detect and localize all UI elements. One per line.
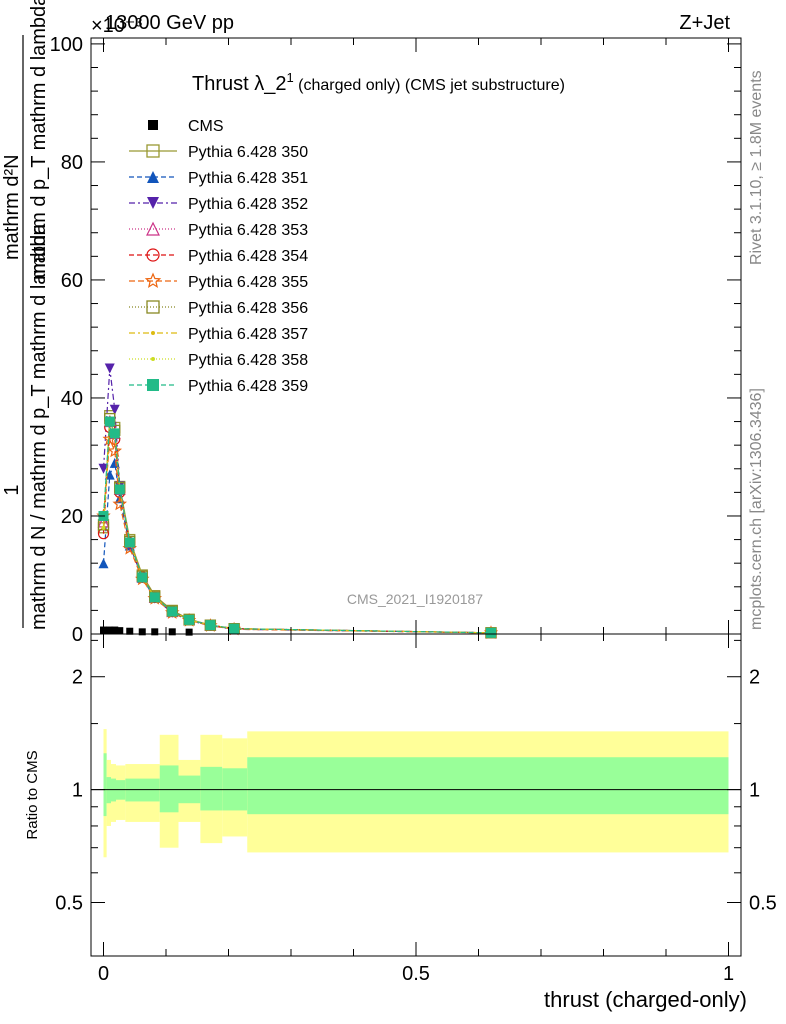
series-point-2-0	[98, 558, 109, 569]
series-line-2	[102, 460, 492, 634]
ylabel-numerator: 1	[1, 484, 23, 495]
legend-marker-2	[147, 171, 159, 183]
xtick-label-0: 0	[98, 963, 109, 985]
cms-point-6	[151, 628, 159, 636]
ratio-ytick-label-left-0: 0.5	[55, 892, 83, 914]
ratio-band-inner-5	[159, 765, 179, 813]
cms-point-7	[168, 628, 176, 636]
legend-marker-4	[146, 221, 160, 236]
main-ytick-label-1: 20	[61, 506, 83, 528]
ylabel-top-line1: mathrm d²N	[1, 154, 23, 260]
legend-label-0: CMS	[188, 118, 224, 135]
cms-point-3	[116, 627, 124, 635]
ratio-band-inner-1	[106, 777, 111, 804]
series-point-10-7	[167, 606, 178, 617]
cms-point-5	[138, 628, 146, 636]
main-ytick-label-0: 0	[72, 624, 83, 646]
cms-point-4	[126, 627, 134, 635]
series-point-10-1	[104, 416, 115, 427]
legend-label-10: Pythia 6.428 359	[188, 378, 308, 395]
legend-marker-0	[148, 120, 158, 130]
legend-marker-5	[146, 248, 160, 262]
main-ytick-label-3: 60	[61, 270, 83, 292]
series-point-6-2	[107, 443, 123, 458]
main-ytick-label-4: 80	[61, 152, 83, 174]
ylabel-denominator: mathrm d N / mathrm d p_T mathrm d lambd…	[28, 223, 50, 630]
legend-label-5: Pythia 6.428 354	[188, 248, 308, 265]
cms-point-1	[106, 626, 114, 634]
plot-title-suffix: (charged only) (CMS jet substructure)	[294, 77, 565, 94]
main-ytick-label-2: 40	[61, 388, 83, 410]
series-point-10-4	[124, 537, 135, 548]
watermark: CMS_2021_I1920187	[347, 591, 483, 607]
series-point-9-0	[101, 525, 106, 530]
main-ytick-label-5: 100	[50, 34, 83, 56]
ratio-band-inner-9	[247, 757, 729, 815]
series-point-10-11	[486, 627, 496, 638]
ratio-band-inner-7	[200, 766, 223, 811]
ratio-ylabel: Ratio to CMS	[24, 750, 41, 839]
ratio-ytick-label-right-1: 1	[749, 780, 760, 802]
series-point-10-10	[229, 623, 240, 634]
cms-point-2	[111, 626, 119, 634]
cms-point-8	[185, 628, 193, 636]
legend-marker-10	[147, 379, 159, 391]
legend: CMS Pythia 6.428 350 Pythia 6.428 351 Pythi…	[129, 118, 308, 395]
series-point-3-2	[109, 404, 120, 415]
legend-label-7: Pythia 6.428 356	[188, 300, 308, 317]
legend-marker-9	[151, 357, 155, 361]
mcplots-label: mcplots.cern.ch [arXiv:1306.3436]	[748, 388, 765, 630]
ratio-ytick-label-left-2: 2	[72, 667, 83, 689]
ratio-ytick-label-left-1: 1	[72, 780, 83, 802]
series-point-10-9	[205, 620, 216, 631]
series-point-10-2	[109, 428, 120, 439]
rivet-label: Rivet 3.1.10, ≥ 1.8M events	[748, 70, 765, 265]
ratio-plot-frame	[90, 633, 742, 957]
xtick-label-2: 1	[723, 963, 734, 985]
ratio-ytick-label-right-0: 0.5	[749, 892, 777, 914]
xtick-label-1: 0.5	[402, 963, 430, 985]
plot-title-prefix: Thrust λ_2	[192, 73, 286, 95]
legend-label-9: Pythia 6.428 358	[188, 352, 308, 369]
series-point-10-5	[137, 572, 148, 583]
legend-label-4: Pythia 6.428 353	[188, 222, 308, 239]
legend-marker-1	[146, 144, 160, 158]
legend-marker-7	[146, 300, 160, 314]
legend-label-1: Pythia 6.428 350	[188, 144, 308, 161]
legend-marker-6	[144, 272, 162, 288]
main-series-group	[96, 363, 499, 639]
legend-label-8: Pythia 6.428 357	[188, 326, 308, 343]
series-point-3-1	[104, 363, 115, 374]
ratio-bands	[103, 729, 729, 858]
legend-marker-3	[147, 197, 159, 209]
legend-label-2: Pythia 6.428 351	[188, 170, 308, 187]
ylabel-top-line2: mathrm d p_T mathrm d lambda	[28, 0, 50, 280]
plot-title: Thrust λ_21 (charged only) (CMS jet subs…	[192, 70, 565, 95]
legend-label-3: Pythia 6.428 352	[188, 196, 308, 213]
series-point-10-3	[114, 484, 125, 495]
ratio-ytick-label-right-2: 2	[749, 667, 760, 689]
series-point-10-6	[149, 592, 160, 603]
header-exponent: ×10⁻³	[91, 15, 142, 37]
legend-label-6: Pythia 6.428 355	[188, 274, 308, 291]
header-left: 13000 GeV pp	[105, 12, 234, 34]
series-point-6-3	[112, 496, 128, 511]
ratio-band-inner-0	[103, 753, 107, 817]
series-point-3-0	[98, 463, 109, 474]
plot-title-sup: 1	[286, 70, 293, 85]
series-point-10-8	[184, 614, 195, 625]
x-axis-label: thrust (charged-only)	[544, 987, 747, 1012]
legend-marker-8	[151, 331, 155, 335]
header-right: Z+Jet	[679, 12, 730, 34]
